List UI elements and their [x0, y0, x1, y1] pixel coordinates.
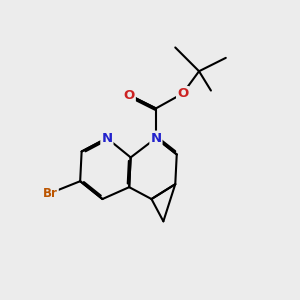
Text: O: O: [177, 87, 188, 100]
Text: O: O: [124, 88, 135, 101]
Text: N: N: [101, 132, 112, 145]
Text: N: N: [150, 132, 161, 145]
Text: Br: Br: [43, 187, 58, 200]
